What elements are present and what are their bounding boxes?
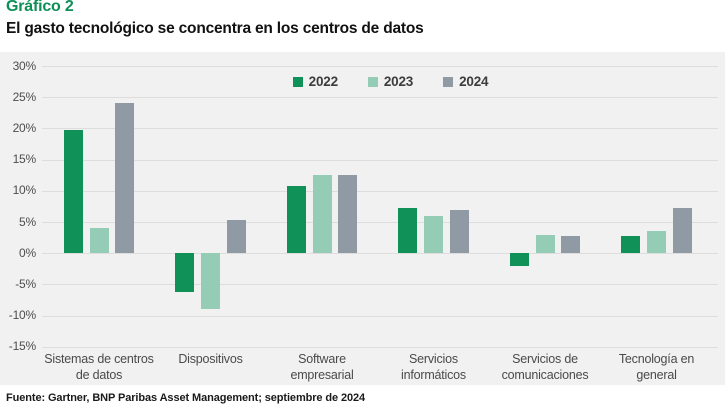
chart-number-label: Gráfico 2 xyxy=(6,0,74,15)
y-axis-tick: -15% xyxy=(8,339,36,354)
gridline xyxy=(42,222,718,223)
bar-2022 xyxy=(286,186,306,254)
chart-title: El gasto tecnológico se concentra en los… xyxy=(6,20,424,37)
x-axis-label: Software empresarial xyxy=(290,352,354,383)
bar-2023 xyxy=(535,234,555,254)
bar-2023 xyxy=(201,253,220,310)
y-axis-tick: -5% xyxy=(15,276,36,291)
legend-swatch-icon xyxy=(367,76,378,87)
bar-2023 xyxy=(647,231,666,254)
y-axis-tick: 10% xyxy=(12,183,37,198)
bar-2022 xyxy=(398,207,418,254)
y-axis-tick: -10% xyxy=(8,308,36,323)
x-axis-label: Sistemas de centros de datos xyxy=(44,352,154,383)
bar-2022 xyxy=(621,236,641,254)
legend-item-2024: 2024 xyxy=(443,74,489,89)
legend-label: 2024 xyxy=(459,74,489,89)
x-axis-label: Tecnología en general xyxy=(618,352,695,383)
gridline xyxy=(42,190,718,192)
bar-2022 xyxy=(175,253,195,293)
gridline xyxy=(42,284,718,286)
bar-2024 xyxy=(226,220,246,254)
y-axis-tick: 30% xyxy=(12,58,37,73)
gridline xyxy=(42,253,718,255)
bar-2024 xyxy=(338,175,358,254)
chart-panel: 2022 2023 2024 30% 25% 20% 15% 10% 5% 0% -5% -10% -… xyxy=(0,52,725,385)
gridline xyxy=(42,159,718,161)
x-axis-label: Dispositivos xyxy=(178,352,243,366)
legend-label: 2023 xyxy=(383,74,414,89)
bar-2023 xyxy=(424,215,443,254)
bar-2024 xyxy=(561,235,581,254)
bar-2023 xyxy=(89,228,109,254)
bar-2024 xyxy=(672,207,692,254)
legend-item-2022: 2022 xyxy=(292,74,338,89)
gridline xyxy=(42,346,718,348)
bar-2023 xyxy=(312,175,332,254)
y-axis-tick: 25% xyxy=(12,89,37,104)
bar-2024 xyxy=(115,103,135,254)
x-axis-label: Servicios informáticos xyxy=(401,352,466,383)
chart-legend: 2022 2023 2024 xyxy=(0,74,725,89)
legend-swatch-icon xyxy=(443,76,454,87)
gridline xyxy=(42,128,718,130)
gridline xyxy=(42,315,718,317)
gridline xyxy=(42,66,718,67)
bar-2024 xyxy=(449,209,469,254)
y-axis-tick: 5% xyxy=(19,214,36,229)
gridline xyxy=(42,97,718,99)
y-axis-tick: 20% xyxy=(12,120,37,135)
legend-label: 2022 xyxy=(308,74,338,89)
legend-item-2023: 2023 xyxy=(367,74,414,89)
source-note: Fuente: Gartner, BNP Paribas Asset Manag… xyxy=(6,392,366,404)
y-axis-tick: 15% xyxy=(12,152,37,167)
x-axis-label: Servicios de comunicaciones xyxy=(501,352,589,383)
bar-2022 xyxy=(509,253,529,266)
y-axis-tick: 0% xyxy=(19,245,36,260)
legend-swatch-icon xyxy=(292,76,303,87)
bar-2022 xyxy=(63,130,83,254)
